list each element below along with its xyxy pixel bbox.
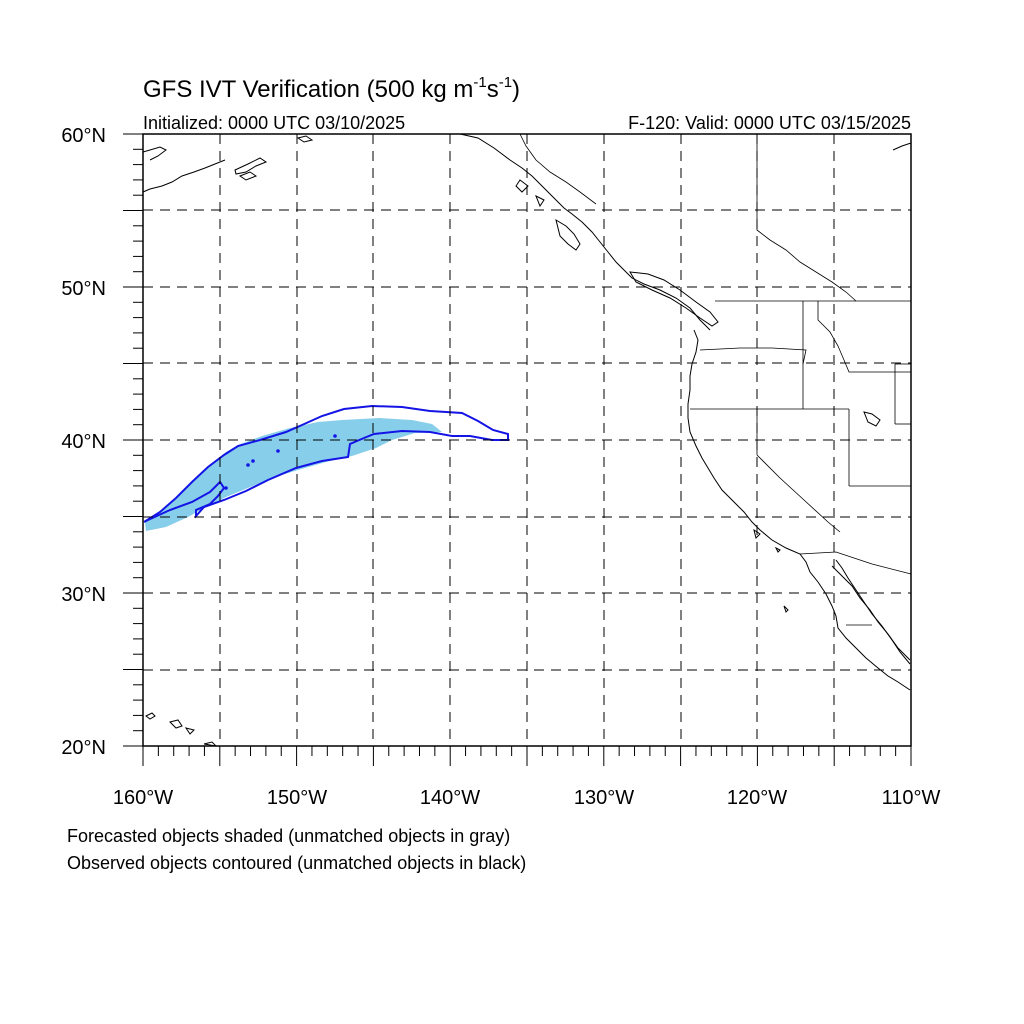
lat-label-50n: 50°N (61, 278, 106, 300)
lat-labels: 60°N 50°N 40°N 30°N 20°N (61, 125, 106, 759)
lat-label-40n: 40°N (61, 431, 106, 453)
lon-label-150w: 150°W (267, 787, 327, 809)
observed-object-contour (143, 404, 509, 523)
legend-observed-note: Observed objects contoured (unmatched ob… (67, 853, 527, 873)
lat-label-20n: 20°N (61, 737, 106, 759)
figure-title: GFS IVT Verification (500 kg m-1s-1) (143, 74, 520, 103)
axis-ticks (123, 133, 912, 766)
graticule (143, 134, 911, 746)
forecast-object-shaded (145, 418, 442, 531)
lon-label-160w: 160°W (113, 787, 173, 809)
valid-time-label: F-120: Valid: 0000 UTC 03/15/2025 (628, 113, 911, 133)
init-time-label: Initialized: 0000 UTC 03/10/2025 (143, 113, 405, 133)
lon-labels: 160°W 150°W 140°W 130°W 120°W 110°W (113, 787, 941, 809)
lon-label-110w: 110°W (882, 787, 941, 809)
political-borders (519, 133, 912, 626)
lon-label-130w: 130°W (574, 787, 634, 809)
lat-label-60n: 60°N (61, 125, 106, 147)
lon-label-140w: 140°W (420, 787, 480, 809)
lat-label-30n: 30°N (61, 584, 106, 606)
legend-forecast-note: Forecasted objects shaded (unmatched obj… (67, 826, 511, 846)
lon-label-120w: 120°W (727, 787, 787, 809)
coastlines (142, 133, 912, 747)
